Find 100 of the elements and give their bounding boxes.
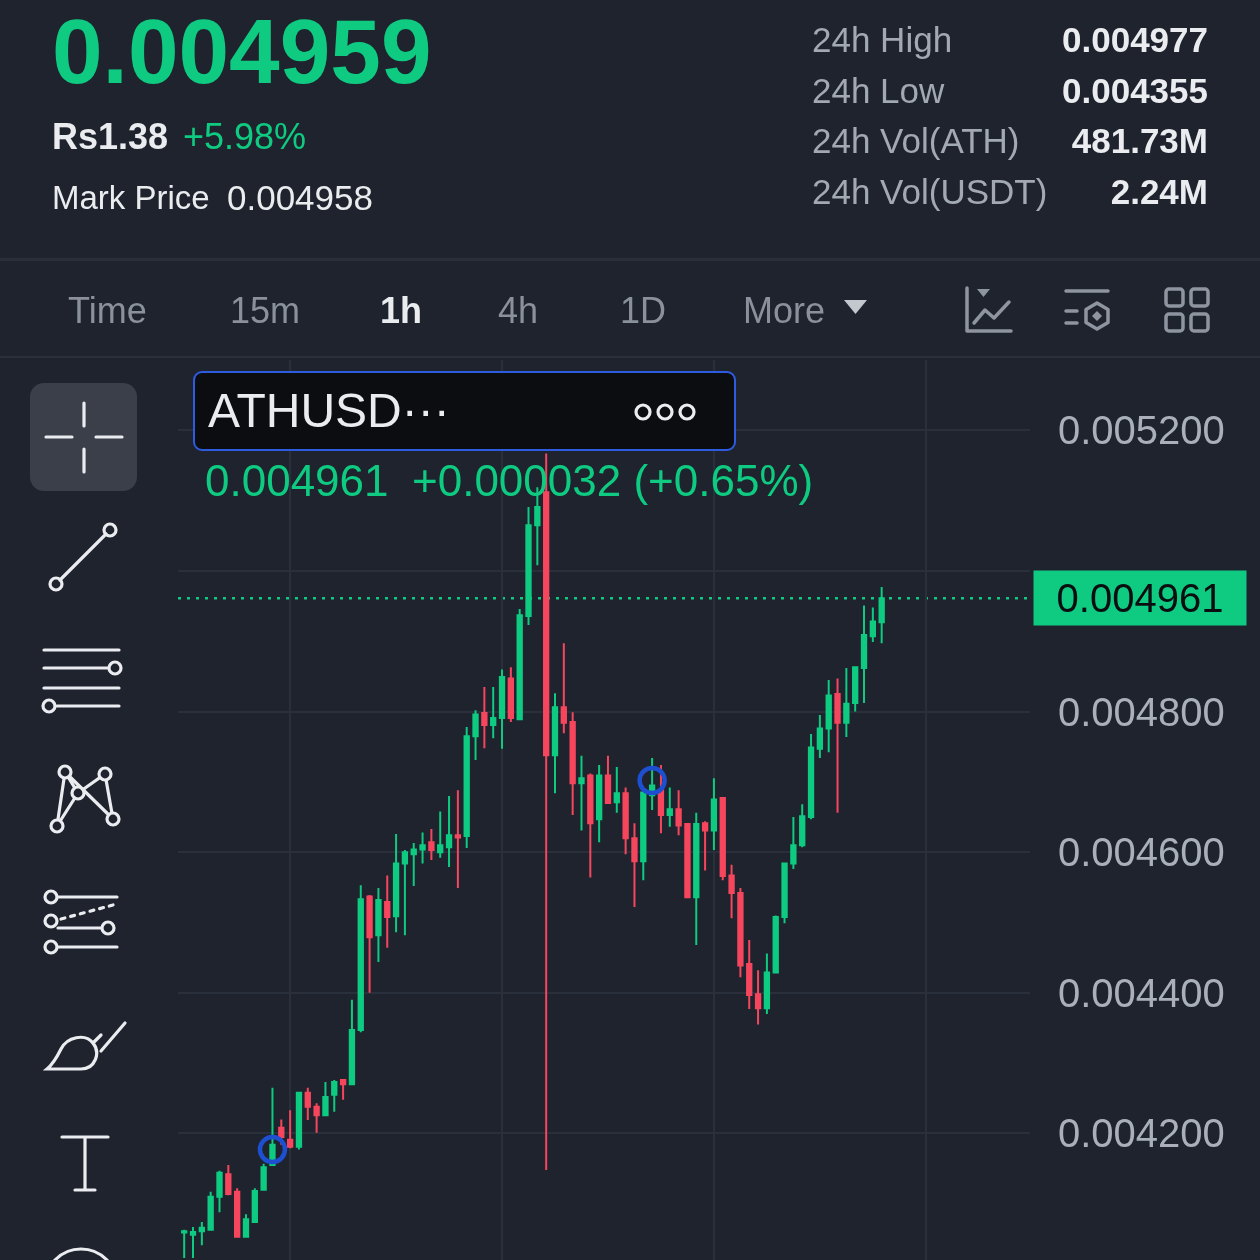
candlestick (525, 505, 532, 627)
candlestick (207, 1190, 214, 1231)
ref-line-label: 0.004961 (1056, 576, 1224, 620)
candlestick (684, 823, 691, 899)
candlestick (807, 733, 815, 821)
candlestick (410, 842, 417, 887)
text: More (743, 290, 826, 332)
candlestick (772, 914, 779, 975)
text: Time (68, 290, 147, 332)
candlestick (843, 666, 850, 738)
candlestick (869, 606, 877, 643)
candlestick (357, 884, 364, 1034)
text: Rs1.38 (52, 116, 169, 158)
annotation: 0.004961 (205, 456, 389, 506)
candlestick (737, 887, 744, 979)
text: 481.73M (1071, 120, 1208, 160)
candlestick (251, 1187, 258, 1224)
candlestick (825, 678, 832, 754)
text: 4h (498, 290, 539, 332)
candlestick (790, 816, 797, 871)
candlestick (675, 789, 682, 837)
candlestick (490, 685, 497, 740)
chart-title: 0.004959 (52, 1, 432, 103)
candlestick (472, 709, 479, 762)
candlestick (860, 604, 868, 705)
candlestick (260, 1162, 267, 1191)
candlestick (728, 863, 735, 920)
text: 1h (380, 290, 423, 332)
candlestick (286, 1109, 294, 1150)
candlestick (622, 786, 629, 856)
candlestick (269, 1086, 276, 1167)
candlestick (189, 1225, 197, 1259)
candlestick (225, 1164, 232, 1197)
candlestick (313, 1102, 320, 1134)
candlestick (710, 777, 718, 852)
candlestick (569, 711, 576, 816)
text: 2.24M (1110, 171, 1208, 211)
candlestick (278, 1118, 285, 1146)
candlestick (401, 849, 409, 937)
y-tick-label: 0.004800 (1058, 689, 1225, 734)
candlestick (763, 952, 771, 1015)
candlestick (781, 862, 788, 925)
candlestick (551, 692, 559, 795)
candlestick (181, 1228, 188, 1259)
candlestick (348, 998, 356, 1086)
candlestick (746, 939, 753, 1010)
text: 24h Vol(USDT) (812, 171, 1048, 211)
candlestick (516, 607, 523, 721)
text: 1D (620, 290, 667, 332)
y-tick-label: 0.005200 (1058, 408, 1225, 453)
candlestick (666, 786, 673, 828)
text: 0.004977 (1062, 19, 1208, 59)
candlestick (693, 811, 700, 946)
candlestick (419, 831, 426, 865)
candlestick (754, 969, 762, 1026)
candlestick (331, 1079, 338, 1113)
candlestick (384, 874, 391, 949)
candlestick (613, 766, 620, 814)
candlestick (560, 642, 567, 735)
candlestick (578, 754, 585, 832)
candlestick (242, 1213, 250, 1238)
y-tick-label: 0.004400 (1058, 970, 1225, 1015)
candlestick (595, 764, 603, 844)
candlestick (428, 827, 435, 861)
candlestick (816, 714, 824, 759)
annotation: ATHUSD··· (208, 384, 450, 438)
candlestick (799, 803, 806, 849)
candlestick (587, 772, 594, 879)
candlestick (198, 1221, 205, 1247)
text: 24h High (812, 19, 953, 59)
candlestick (701, 820, 709, 872)
text: 0.004355 (1062, 70, 1208, 110)
candlestick (304, 1086, 311, 1122)
text: 0.004958 (227, 177, 373, 217)
candlestick (454, 789, 462, 890)
y-tick-label: 0.004200 (1058, 1111, 1225, 1156)
candlestick (631, 822, 638, 909)
candlestick (507, 666, 515, 724)
candlestick (375, 887, 382, 963)
candlestick (216, 1169, 223, 1214)
candlestick (481, 685, 488, 750)
candlestick (640, 791, 647, 882)
candlestick (322, 1081, 329, 1117)
candlestick (339, 1079, 347, 1101)
text: Mark Price (52, 178, 210, 216)
candlestick (445, 794, 453, 868)
candlestick (852, 665, 859, 713)
candlestick (392, 832, 400, 934)
candlestick (233, 1187, 241, 1238)
text: 15m (230, 290, 301, 332)
candlestick (463, 726, 470, 849)
candlestick (604, 754, 612, 804)
candlestick (366, 894, 373, 994)
y-tick-label: 0.004600 (1058, 830, 1225, 875)
text: 24h Vol(ATH) (812, 120, 1020, 160)
candlestick (878, 586, 885, 645)
candlestick (657, 764, 665, 835)
candlestick (719, 796, 726, 882)
candlestick (295, 1090, 303, 1151)
text: +5.98% (183, 116, 307, 158)
